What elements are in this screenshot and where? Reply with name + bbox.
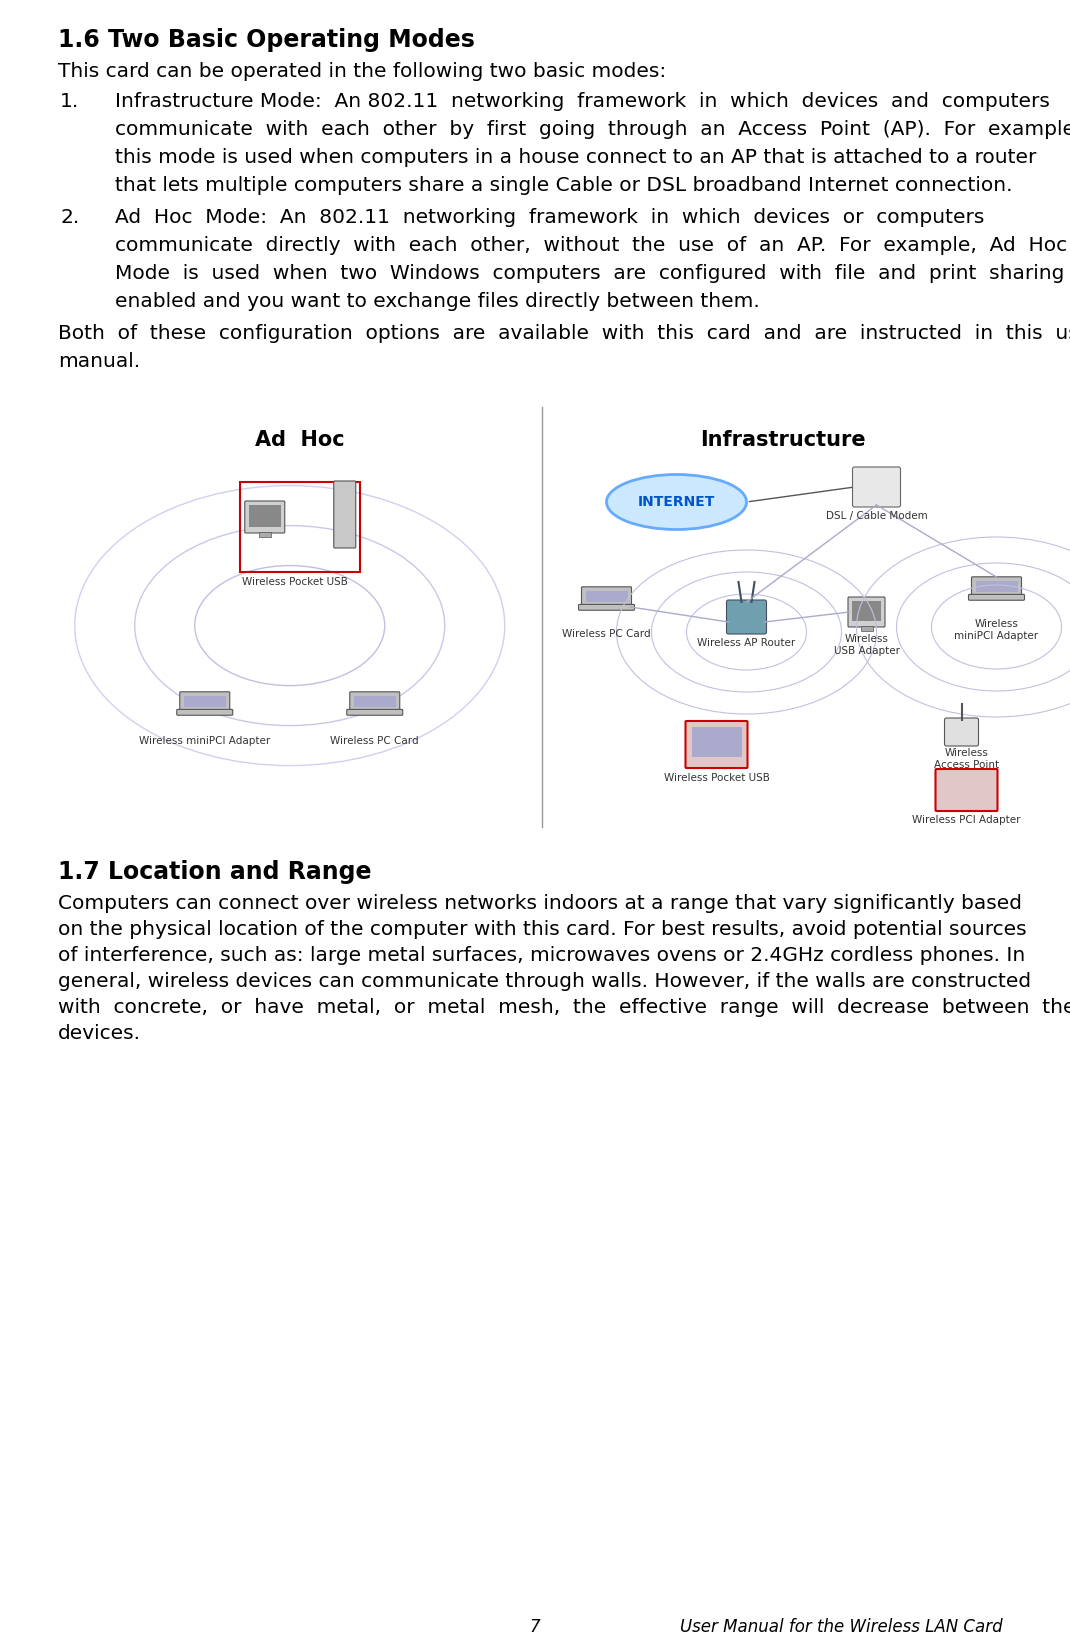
Text: 1.: 1. — [60, 92, 79, 112]
Text: Wireless
Access Point: Wireless Access Point — [934, 748, 999, 769]
Text: Wireless miniPCI Adapter: Wireless miniPCI Adapter — [139, 737, 271, 746]
FancyBboxPatch shape — [180, 692, 230, 712]
Bar — [691, 727, 742, 756]
FancyBboxPatch shape — [972, 577, 1022, 597]
Text: Infrastructure Mode:  An 802.11  networking  framework  in  which  devices  and : Infrastructure Mode: An 802.11 networkin… — [114, 92, 1050, 112]
FancyBboxPatch shape — [350, 692, 400, 712]
Text: Wireless
USB Adapter: Wireless USB Adapter — [834, 635, 900, 656]
Text: enabled and you want to exchange files directly between them.: enabled and you want to exchange files d… — [114, 293, 760, 311]
Bar — [354, 695, 396, 707]
Bar — [259, 533, 271, 538]
Bar — [860, 626, 872, 631]
Bar — [240, 482, 360, 572]
Bar — [976, 580, 1018, 592]
Text: 1.7 Location and Range: 1.7 Location and Range — [58, 860, 371, 884]
Text: this mode is used when computers in a house connect to an AP that is attached to: this mode is used when computers in a ho… — [114, 148, 1037, 168]
Text: Mode  is  used  when  two  Windows  computers  are  configured  with  file  and : Mode is used when two Windows computers … — [114, 265, 1065, 283]
Text: Wireless PCI Adapter: Wireless PCI Adapter — [913, 815, 1021, 825]
FancyBboxPatch shape — [334, 482, 355, 547]
Text: INTERNET: INTERNET — [638, 495, 715, 510]
Text: Wireless
miniPCI Adapter: Wireless miniPCI Adapter — [954, 620, 1039, 641]
Text: 1.6 Two Basic Operating Modes: 1.6 Two Basic Operating Modes — [58, 28, 475, 53]
Text: DSL / Cable Modem: DSL / Cable Modem — [826, 511, 928, 521]
FancyBboxPatch shape — [581, 587, 631, 607]
Text: of interference, such as: large metal surfaces, microwaves ovens or 2.4GHz cordl: of interference, such as: large metal su… — [58, 945, 1025, 965]
FancyBboxPatch shape — [849, 597, 885, 626]
Text: with  concrete,  or  have  metal,  or  metal  mesh,  the  effective  range  will: with concrete, or have metal, or metal m… — [58, 998, 1070, 1018]
Text: general, wireless devices can communicate through walls. However, if the walls a: general, wireless devices can communicat… — [58, 972, 1031, 991]
Bar — [585, 590, 627, 602]
FancyBboxPatch shape — [686, 722, 748, 768]
Text: Wireless Pocket USB: Wireless Pocket USB — [663, 773, 769, 783]
Text: Both  of  these  configuration  options  are  available  with  this  card  and  : Both of these configuration options are … — [58, 324, 1070, 344]
Ellipse shape — [607, 475, 747, 529]
Text: Wireless Pocket USB: Wireless Pocket USB — [242, 577, 348, 587]
FancyBboxPatch shape — [245, 501, 285, 533]
Text: Ad  Hoc  Mode:  An  802.11  networking  framework  in  which  devices  or  compu: Ad Hoc Mode: An 802.11 networking framew… — [114, 209, 984, 227]
Text: 7: 7 — [530, 1618, 540, 1636]
FancyBboxPatch shape — [177, 710, 233, 715]
Text: Computers can connect over wireless networks indoors at a range that vary signif: Computers can connect over wireless netw… — [58, 894, 1022, 912]
FancyBboxPatch shape — [579, 605, 635, 610]
Bar — [184, 695, 226, 707]
Bar — [248, 505, 280, 528]
Text: Infrastructure: Infrastructure — [701, 431, 866, 450]
Text: manual.: manual. — [58, 352, 140, 372]
Text: This card can be operated in the following two basic modes:: This card can be operated in the followi… — [58, 62, 667, 81]
Text: 2.: 2. — [60, 209, 79, 227]
FancyBboxPatch shape — [727, 600, 766, 635]
Text: communicate  directly  with  each  other,  without  the  use  of  an  AP.  For  : communicate directly with each other, wi… — [114, 237, 1067, 255]
Text: devices.: devices. — [58, 1024, 141, 1042]
Bar — [852, 602, 881, 621]
Text: Ad  Hoc: Ad Hoc — [255, 431, 345, 450]
Text: Wireless PC Card: Wireless PC Card — [331, 737, 419, 746]
FancyBboxPatch shape — [945, 718, 978, 746]
FancyBboxPatch shape — [935, 769, 997, 810]
FancyBboxPatch shape — [347, 710, 402, 715]
Text: Wireless PC Card: Wireless PC Card — [562, 630, 651, 640]
FancyBboxPatch shape — [968, 595, 1024, 600]
Text: on the physical location of the computer with this card. For best results, avoid: on the physical location of the computer… — [58, 921, 1026, 939]
Text: Wireless AP Router: Wireless AP Router — [698, 638, 796, 648]
Text: communicate  with  each  other  by  first  going  through  an  Access  Point  (A: communicate with each other by first goi… — [114, 120, 1070, 140]
FancyBboxPatch shape — [853, 467, 901, 506]
Text: User Manual for the Wireless LAN Card: User Manual for the Wireless LAN Card — [681, 1618, 1003, 1636]
Text: that lets multiple computers share a single Cable or DSL broadband Internet conn: that lets multiple computers share a sin… — [114, 176, 1012, 196]
